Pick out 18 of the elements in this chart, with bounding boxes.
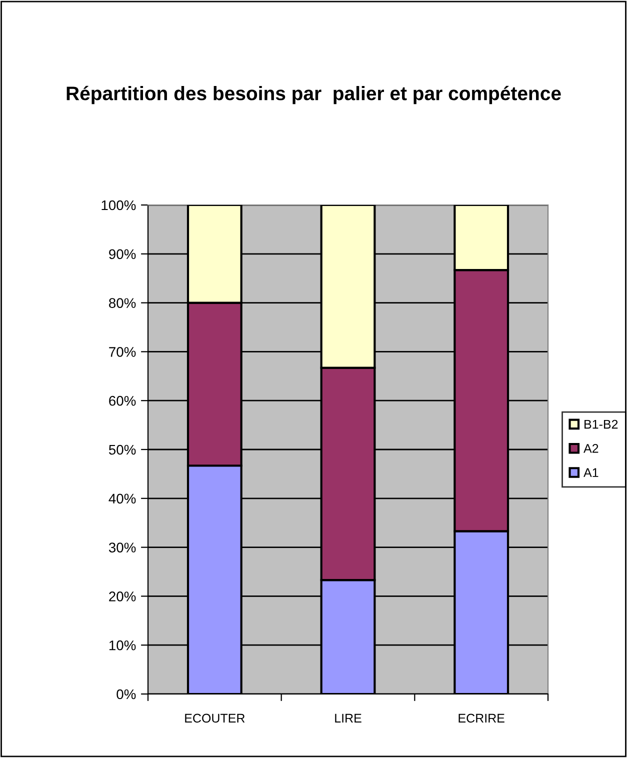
y-tick-label: 40% — [108, 494, 136, 504]
legend-label: A1 — [584, 468, 598, 477]
y-tick-label: 0% — [116, 689, 136, 700]
chart-title: Répartition des besoins par palier et par compétence — [66, 86, 561, 104]
x-tick-label: LIRE — [335, 714, 362, 723]
y-tick-label: 20% — [109, 592, 136, 602]
y-tick-label: 80% — [109, 298, 136, 308]
y-tick-label: 60% — [109, 396, 136, 406]
y-tick-label: 30% — [108, 542, 136, 552]
x-tick-label: ECRIRE — [458, 714, 504, 723]
legend-label: A2 — [584, 444, 598, 453]
legend-label: B1-B2 — [584, 420, 618, 429]
y-tick-label: 90% — [109, 249, 136, 260]
y-tick-label: 10% — [109, 640, 136, 650]
x-tick-label: ECOUTER — [185, 714, 245, 723]
y-tick-label: 50% — [108, 444, 136, 455]
y-tick-label: 100% — [102, 200, 136, 210]
y-tick-label: 70% — [109, 347, 136, 357]
